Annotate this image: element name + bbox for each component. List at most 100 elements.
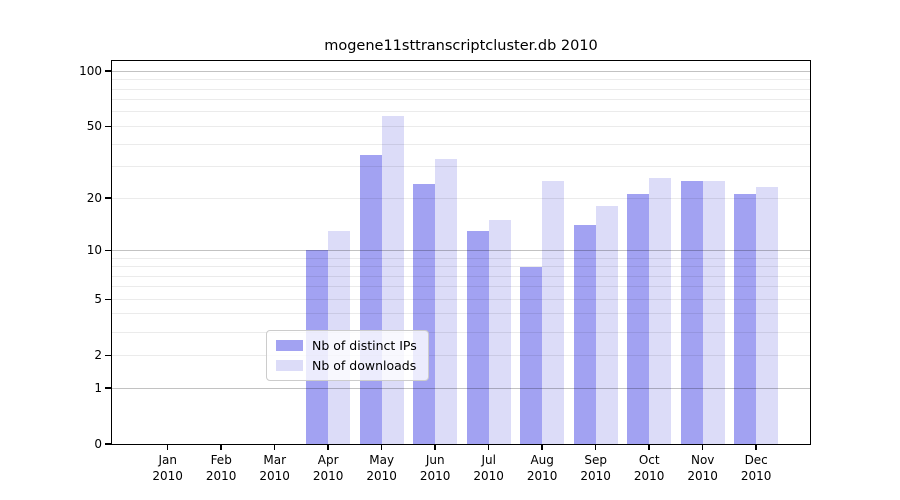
x-tick-label-apr: Apr 2010 [296,453,360,484]
x-tick-aug [541,444,543,450]
x-tick-sep [594,444,597,450]
month-label-mar: Mar [263,453,286,467]
bar-distinct-ips-oct [627,194,650,444]
year-label-jul: 2010 [473,468,504,483]
gridline-minor-7 [112,275,810,277]
year-label-oct: 2010 [633,468,665,483]
year-label-nov: 2010 [687,468,718,483]
x-tick-jan [166,444,169,450]
x-tick-label-nov: Nov 2010 [671,453,735,484]
y-tick-20 [105,197,111,199]
x-tick-label-jul: Jul 2010 [457,453,521,484]
year-label-dec: 2010 [740,468,772,483]
bar-downloads-dec [756,187,779,444]
bar-distinct-ips-aug [520,266,543,444]
legend-swatch-downloads [276,360,303,371]
y-tick-100 [105,70,111,72]
x-tick-jul [487,444,490,450]
legend-swatch-distinct-ips [276,340,303,351]
x-tick-jun [434,444,436,450]
x-tick-nov [701,444,704,450]
year-label-jan: 2010 [152,468,183,483]
x-tick-label-oct: Oct 2010 [617,453,681,484]
legend-label-distinct-ips: Nb of distinct IPs [312,338,417,353]
y-tick-1 [105,387,111,389]
gridline-minor-3 [112,331,810,333]
legend-item-downloads: Nb of downloads [276,357,417,374]
gridline-minor-6 [112,286,810,288]
month-label-nov: Nov [690,453,715,467]
x-tick-apr [327,444,329,450]
bar-downloads-nov [702,180,725,444]
month-label-feb: Feb [210,453,232,467]
month-label-sep: Sep [584,453,607,467]
month-label-jun: Jun [425,453,445,467]
chart-title: mogene11sttranscriptcluster.db 2010 [324,38,598,54]
y-tick-label-100: 100 [79,64,102,79]
x-tick-label-aug: Aug 2010 [510,453,574,484]
gridline-minor-20 [112,197,810,199]
x-tick-label-dec: Dec 2010 [724,453,788,484]
month-label-dec: Dec [744,453,768,467]
gridline-major-10 [112,249,810,251]
month-label-jan: Jan [158,453,177,467]
bar-downloads-aug [542,180,565,444]
month-label-apr: Apr [317,453,339,467]
bar-downloads-jun [435,159,458,444]
gridline-minor-50 [112,125,810,127]
year-label-jun: 2010 [419,468,451,483]
x-tick-label-jan: Jan 2010 [136,453,200,484]
gridline-minor-9 [112,257,810,259]
y-tick-label-20: 20 [86,191,102,206]
x-tick-may [380,444,383,450]
gridline-minor-30 [112,166,810,168]
x-tick-label-sep: Sep 2010 [564,453,628,484]
y-tick-5 [105,298,111,300]
x-tick-label-jun: Jun 2010 [403,453,467,484]
month-label-aug: Aug [530,453,554,467]
year-label-sep: 2010 [580,468,611,483]
gridline-major-1 [112,387,810,389]
x-tick-feb [220,444,222,450]
gridline-minor-8 [112,266,810,267]
month-label-jul: Jul [481,453,496,467]
x-tick-mar [273,444,276,450]
year-label-apr: 2010 [312,468,344,483]
gridline-minor-5 [112,298,810,300]
y-tick-10 [105,249,111,252]
legend-item-distinct-ips: Nb of distinct IPs [276,337,417,354]
bar-downloads-jul [488,220,511,444]
x-tick-label-mar: Mar 2010 [243,453,307,484]
gridline-minor-40 [112,143,810,145]
gridline-minor-4 [112,313,810,315]
y-tick-label-1: 1 [94,381,102,395]
x-tick-oct [648,444,650,450]
gridline-minor-70 [112,99,810,101]
gridline-minor-90 [112,79,810,81]
y-tick-label-10: 10 [86,243,102,258]
bar-distinct-ips-sep [573,225,596,444]
bar-downloads-oct [649,177,672,444]
y-tick-label-5: 5 [94,292,102,307]
gridline-minor-60 [112,111,810,113]
x-tick-label-may: May 2010 [350,453,414,484]
year-label-feb: 2010 [205,468,237,483]
y-tick-label-2: 2 [94,348,102,363]
y-tick-0 [105,443,111,445]
x-tick-dec [755,444,757,450]
year-label-mar: 2010 [259,468,290,483]
bar-downloads-sep [595,206,618,444]
year-label-may: 2010 [366,468,397,483]
y-tick-2 [105,354,111,356]
legend: Nb of distinct IPs Nb of downloads [266,330,429,381]
month-label-oct: Oct [638,453,660,467]
y-tick-50 [105,125,111,128]
plot-area: 0 1 2 5 10 20 50 100 Jan 2010 Feb 2010 Mar 2010 Apr 201… [79,60,811,483]
y-tick-label-0: 0 [94,437,102,451]
gridline-major-100 [112,70,810,72]
gridline-minor-80 [112,88,810,90]
x-tick-label-feb: Feb 2010 [189,453,253,484]
bar-distinct-ips-jul [466,230,489,444]
y-tick-label-50: 50 [86,119,102,134]
